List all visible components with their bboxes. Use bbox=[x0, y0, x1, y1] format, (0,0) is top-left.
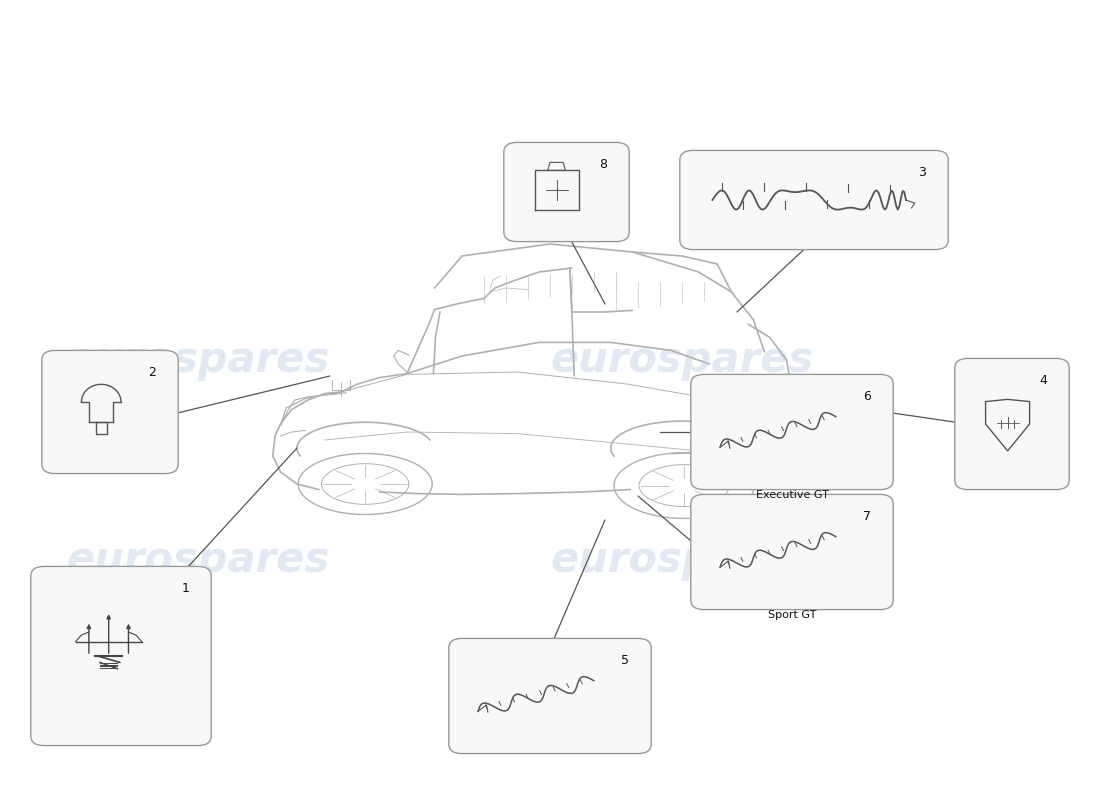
FancyBboxPatch shape bbox=[449, 638, 651, 754]
FancyBboxPatch shape bbox=[31, 566, 211, 746]
Text: 6: 6 bbox=[864, 390, 871, 403]
Text: 8: 8 bbox=[600, 158, 607, 171]
Text: eurospares: eurospares bbox=[66, 339, 330, 381]
Text: 7: 7 bbox=[864, 510, 871, 523]
FancyBboxPatch shape bbox=[955, 358, 1069, 490]
Text: eurospares: eurospares bbox=[66, 539, 330, 581]
FancyBboxPatch shape bbox=[691, 374, 893, 490]
Text: eurospares: eurospares bbox=[550, 539, 814, 581]
Text: Sport GT: Sport GT bbox=[768, 610, 816, 619]
Text: 1: 1 bbox=[182, 582, 189, 595]
FancyBboxPatch shape bbox=[504, 142, 629, 242]
Text: eurospares: eurospares bbox=[550, 339, 814, 381]
FancyBboxPatch shape bbox=[42, 350, 178, 474]
Text: 3: 3 bbox=[918, 166, 926, 179]
FancyBboxPatch shape bbox=[691, 494, 893, 610]
Text: 2: 2 bbox=[148, 366, 156, 379]
Text: 4: 4 bbox=[1040, 374, 1047, 387]
Text: Executive GT: Executive GT bbox=[756, 490, 828, 499]
Text: 5: 5 bbox=[621, 654, 629, 667]
FancyBboxPatch shape bbox=[680, 150, 948, 250]
